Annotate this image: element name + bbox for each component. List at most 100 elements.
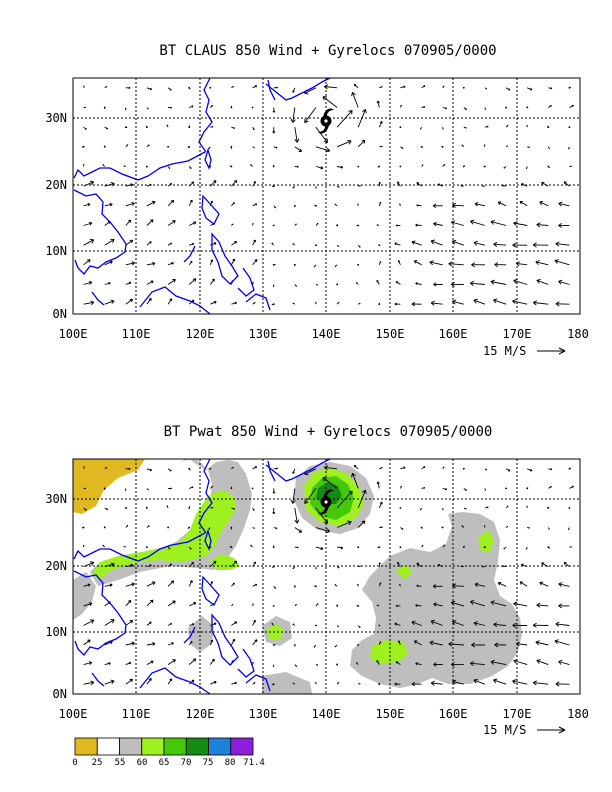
wind-vector: [292, 623, 296, 626]
wind-vector: [493, 241, 507, 247]
wind-vector: [104, 202, 113, 207]
wind-vector: [189, 105, 194, 108]
wind-vector: [208, 146, 211, 150]
wind-vector: [104, 281, 111, 285]
wind-vector: [81, 526, 85, 529]
wind-vector: [292, 682, 296, 685]
wind-vector: [420, 526, 423, 529]
wind-vector: [168, 106, 172, 109]
wind-vector: [272, 263, 276, 266]
wind-vector: [83, 619, 95, 626]
wind-vector: [251, 487, 254, 490]
wind-vector: [272, 644, 276, 646]
bottom-lon-label-160e: 160E: [439, 707, 468, 721]
wind-vector: [231, 507, 235, 510]
wind-vector: [81, 145, 85, 148]
wind-vector: [167, 659, 176, 665]
wind-vector: [505, 145, 509, 148]
wind-vector: [103, 106, 106, 110]
wind-vector: [421, 105, 426, 108]
wind-vector: [474, 202, 485, 207]
wind-vector: [294, 603, 297, 607]
wind-vector: [482, 185, 485, 188]
wind-vector: [416, 562, 422, 568]
wind-vector: [433, 221, 443, 227]
wind-vector: [470, 219, 486, 226]
wind-vector: [83, 507, 87, 511]
wind-vector: [252, 682, 256, 685]
wind-vector: [334, 584, 338, 587]
wind-vector: [252, 203, 258, 207]
wind-vector: [82, 544, 85, 548]
wind-vector: [527, 468, 533, 472]
wind-vector: [569, 485, 574, 489]
wind-vector: [484, 87, 488, 90]
wind-vector: [313, 264, 317, 268]
wind-vector: [146, 219, 154, 226]
wind-vector: [519, 581, 528, 587]
wind-vector: [420, 145, 423, 149]
colorbar-swatch: [96, 737, 120, 756]
wind-vector: [515, 261, 528, 267]
wind-vector: [167, 298, 173, 305]
wind-vector: [209, 467, 212, 470]
wind-vector: [494, 642, 507, 648]
wind-vector: [397, 640, 401, 646]
wind-vector: [209, 639, 214, 646]
top-typhoon-icon: [318, 108, 334, 134]
wind-vector: [400, 85, 406, 89]
wind-vector: [104, 507, 109, 511]
wind-vector: [188, 546, 192, 550]
wind-vector: [463, 488, 467, 491]
wind-vector: [210, 622, 217, 626]
wind-vector: [547, 165, 551, 169]
top-vector-reference: 15 M/S: [483, 344, 566, 358]
wind-vector: [430, 300, 443, 306]
wind-vector: [252, 259, 258, 266]
wind-vector: [231, 126, 235, 130]
wind-vector: [532, 680, 549, 686]
wind-vector: [536, 278, 549, 285]
wind-vector: [167, 600, 176, 607]
wind-vector: [231, 301, 237, 305]
top-lat-label-20n: 20N: [45, 178, 67, 192]
wind-vector: [415, 603, 422, 607]
wind-vector: [558, 201, 570, 207]
wind-vector: [230, 526, 233, 530]
wind-vector: [231, 466, 234, 470]
wind-vector: [273, 146, 278, 149]
wind-vector: [124, 488, 127, 491]
colorbar: 0 25 55 60 65 70 75 80 71.4: [72, 737, 265, 768]
wind-vector: [290, 107, 296, 123]
wind-vector: [209, 658, 215, 665]
wind-vector: [376, 280, 380, 285]
wind-vector: [483, 546, 486, 548]
wind-vector: [294, 546, 299, 549]
wind-vector: [535, 260, 549, 266]
wind-vector: [146, 468, 152, 472]
wind-vector: [146, 621, 152, 626]
wind-vector: [400, 527, 404, 530]
wind-vector: [231, 241, 238, 246]
wind-vector: [493, 298, 507, 305]
wind-vector: [252, 239, 256, 246]
wind-vector: [188, 658, 197, 665]
wind-vector: [442, 487, 448, 491]
wind-vector: [252, 661, 254, 665]
wind-vector: [473, 678, 486, 685]
wind-vector: [334, 203, 338, 207]
wind-vector: [505, 487, 507, 490]
wind-vector: [83, 639, 91, 646]
wind-vector: [471, 642, 485, 648]
wind-vector: [569, 546, 572, 548]
wind-vector: [304, 107, 317, 124]
wind-vector: [541, 181, 549, 187]
wind-vector: [83, 661, 93, 666]
wind-vector: [125, 239, 134, 246]
wind-vector: [336, 283, 338, 286]
wind-vector: [473, 621, 486, 627]
wind-vector: [83, 583, 91, 587]
wind-vector: [271, 185, 275, 188]
wind-vector: [399, 546, 402, 548]
wind-vector: [462, 86, 465, 89]
